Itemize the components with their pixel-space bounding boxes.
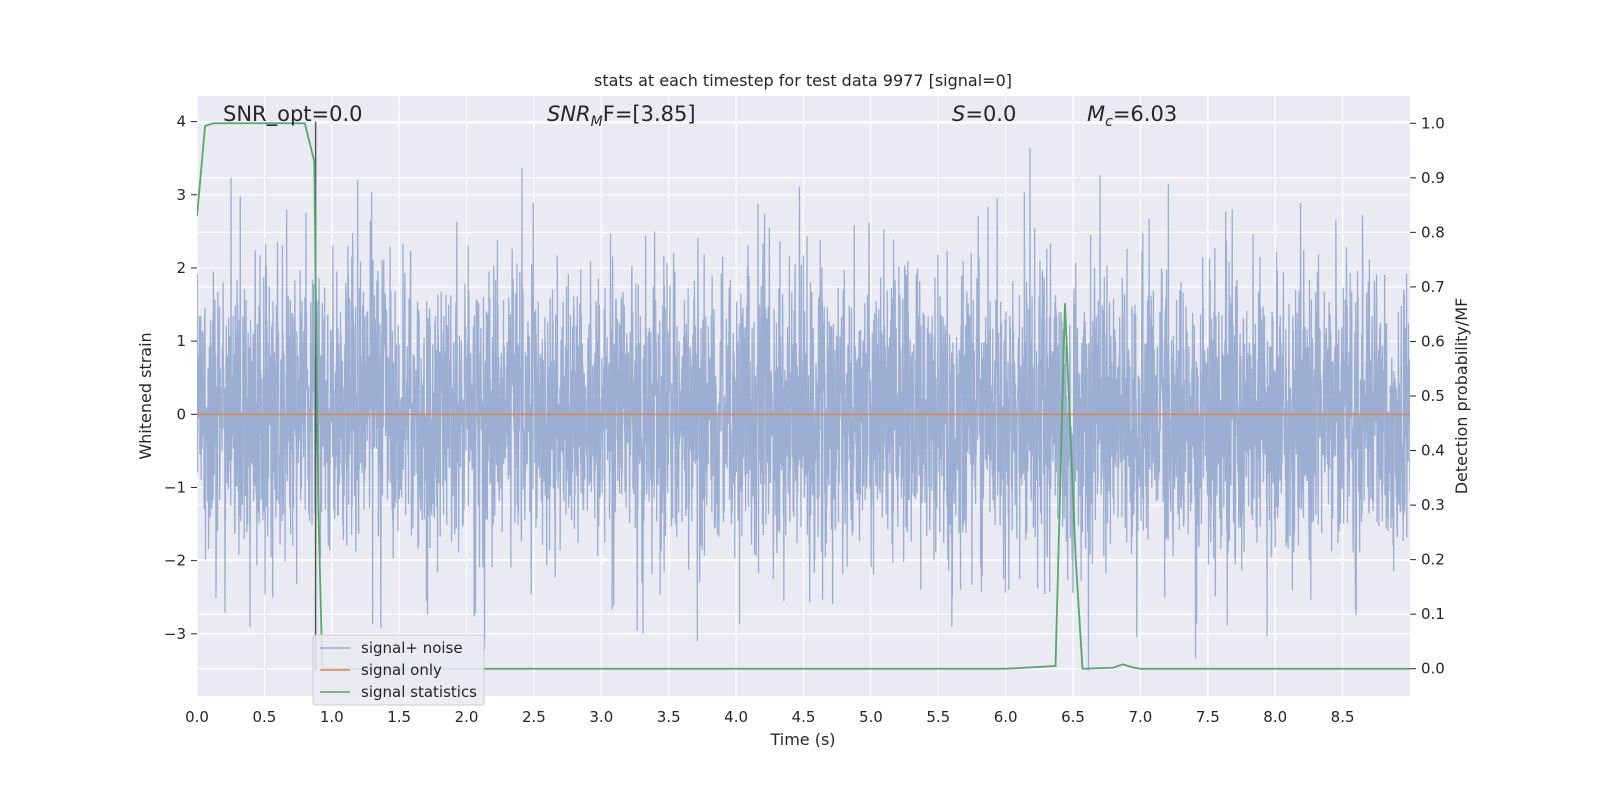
annotation-mc-rest: =6.03 <box>1113 102 1177 126</box>
y-axis-label-left: Whitened strain <box>136 332 155 459</box>
annotation-s-main: S <box>952 102 965 126</box>
y-ticks-right: 1.0 0.9 0.8 0.7 0.6 0.5 0.4 0.3 0.2 0.1 0.0 <box>1410 114 1445 678</box>
annotation-snr-mf-rest: F=[3.85] <box>603 102 696 126</box>
y-tick-label-left: −1 <box>164 478 186 496</box>
annotation-mc-main: M <box>1087 102 1105 126</box>
y-tick-label-right: 0.1 <box>1421 605 1445 623</box>
legend: signal+ noise signal only signal statist… <box>312 634 485 706</box>
annotation-mc: Mc=6.03 <box>1087 102 1177 130</box>
y-tick-label-left: 0 <box>176 405 186 423</box>
y-tick-label-right: 1.0 <box>1421 114 1445 132</box>
x-tick-label: 4.5 <box>792 708 816 726</box>
y-tick-label-left: 2 <box>176 259 186 277</box>
x-tick-label: 2.5 <box>522 708 546 726</box>
y-tick-label-right: 0.6 <box>1421 332 1445 350</box>
x-tick-label: 2.0 <box>455 708 479 726</box>
x-tick-label: 5.0 <box>859 708 883 726</box>
x-tick-label: 1.5 <box>387 708 411 726</box>
annotation-mc-sub: c <box>1105 114 1113 130</box>
y-tick-label-right: 0.3 <box>1421 496 1445 514</box>
x-tick-label: 1.0 <box>320 708 344 726</box>
annotation-s-rest: =0.0 <box>965 102 1016 126</box>
y-axis-label-right: Detection probability/MF <box>1452 298 1471 495</box>
legend-label-signal-statistics: signal statistics <box>361 683 477 701</box>
annotation-snr-opt: SNR_opt=0.0 <box>223 102 363 127</box>
x-tick-label: 8.0 <box>1263 708 1287 726</box>
legend-label-signal-noise: signal+ noise <box>361 639 463 657</box>
y-tick-label-right: 0.8 <box>1421 223 1445 241</box>
y-tick-label-left: −3 <box>164 625 186 643</box>
x-axis-label: Time (s) <box>769 730 835 749</box>
x-tick-label: 5.5 <box>926 708 950 726</box>
chart-title: stats at each timestep for test data 997… <box>594 71 1012 90</box>
y-tick-label-right: 0.2 <box>1421 551 1445 569</box>
x-ticks: 0.0 0.5 1.0 1.5 2.0 2.5 3.0 3.5 4.0 4.5 5.0 5.5 6.0 6… <box>185 708 1354 726</box>
annotation-snr-mf-sub: M <box>591 114 603 130</box>
x-tick-label: 0.5 <box>252 708 276 726</box>
series-signal-noise-line <box>197 147 1410 671</box>
x-tick-label: 7.5 <box>1196 708 1220 726</box>
series-signal-statistics-line <box>197 122 1410 670</box>
annotation-snr-mf-main: SNR <box>547 102 591 126</box>
x-tick-label: 7.0 <box>1129 708 1153 726</box>
y-tick-label-right: 0.7 <box>1421 278 1445 296</box>
legend-label-signal-only: signal only <box>361 661 442 679</box>
legend-box <box>312 634 485 706</box>
x-tick-label: 6.0 <box>994 708 1018 726</box>
annotation-s: S=0.0 <box>952 102 1016 126</box>
x-tick-label: 3.0 <box>589 708 613 726</box>
y-tick-label-left: 3 <box>176 186 186 204</box>
x-tick-label: 6.5 <box>1061 708 1085 726</box>
y-tick-label-left: 4 <box>176 113 186 131</box>
y-tick-label-right: 0.4 <box>1421 442 1445 460</box>
x-tick-label: 0.0 <box>185 708 209 726</box>
x-tick-label: 8.5 <box>1331 708 1355 726</box>
y-tick-label-right: 0.0 <box>1421 660 1445 678</box>
x-tick-label: 4.0 <box>724 708 748 726</box>
signal-noise-series <box>197 147 1410 671</box>
x-tick-label: 3.5 <box>657 708 681 726</box>
y-ticks-left: 4 3 2 1 0 −1 −2 −3 <box>164 113 197 643</box>
annotation-snr-mf: SNRMF=[3.85] <box>547 102 696 130</box>
y-tick-label-left: 1 <box>176 332 186 350</box>
y-tick-label-right: 0.9 <box>1421 169 1445 187</box>
y-tick-label-left: −2 <box>164 552 186 570</box>
overlay-series <box>197 121 1410 671</box>
y-tick-label-right: 0.5 <box>1421 387 1445 405</box>
